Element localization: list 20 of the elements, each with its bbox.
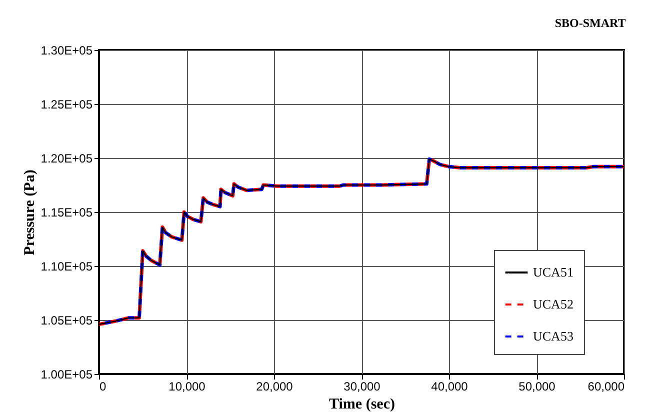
y-tick-label: 1.25E+05 (40, 98, 93, 112)
x-tick-label: 20,000 (256, 380, 294, 394)
chart-title: SBO-SMART (554, 16, 626, 30)
y-tick-label: 1.05E+05 (40, 314, 93, 328)
legend-label: UCA51 (533, 264, 574, 280)
y-axis-title: Pressure (Pa) (22, 170, 38, 256)
y-tick-label: 1.10E+05 (40, 260, 93, 274)
x-tick-label: 0 (100, 380, 106, 394)
x-axis-title: Time (sec) (329, 396, 395, 412)
x-tick-label: 30,000 (344, 380, 381, 394)
x-tick-label: 50,000 (518, 380, 556, 394)
x-tick-label: 40,000 (431, 380, 468, 394)
y-tick-label: 1.15E+05 (40, 206, 93, 220)
y-tick-label: 1.00E+05 (40, 368, 93, 382)
x-tick-label: 60,000 (588, 380, 625, 394)
y-tick-label: 1.20E+05 (40, 152, 93, 166)
legend-label: UCA53 (533, 328, 574, 344)
legend-label: UCA52 (533, 296, 574, 312)
y-tick-label: 1.30E+05 (40, 44, 93, 58)
x-tick-label: 10,000 (168, 380, 206, 394)
